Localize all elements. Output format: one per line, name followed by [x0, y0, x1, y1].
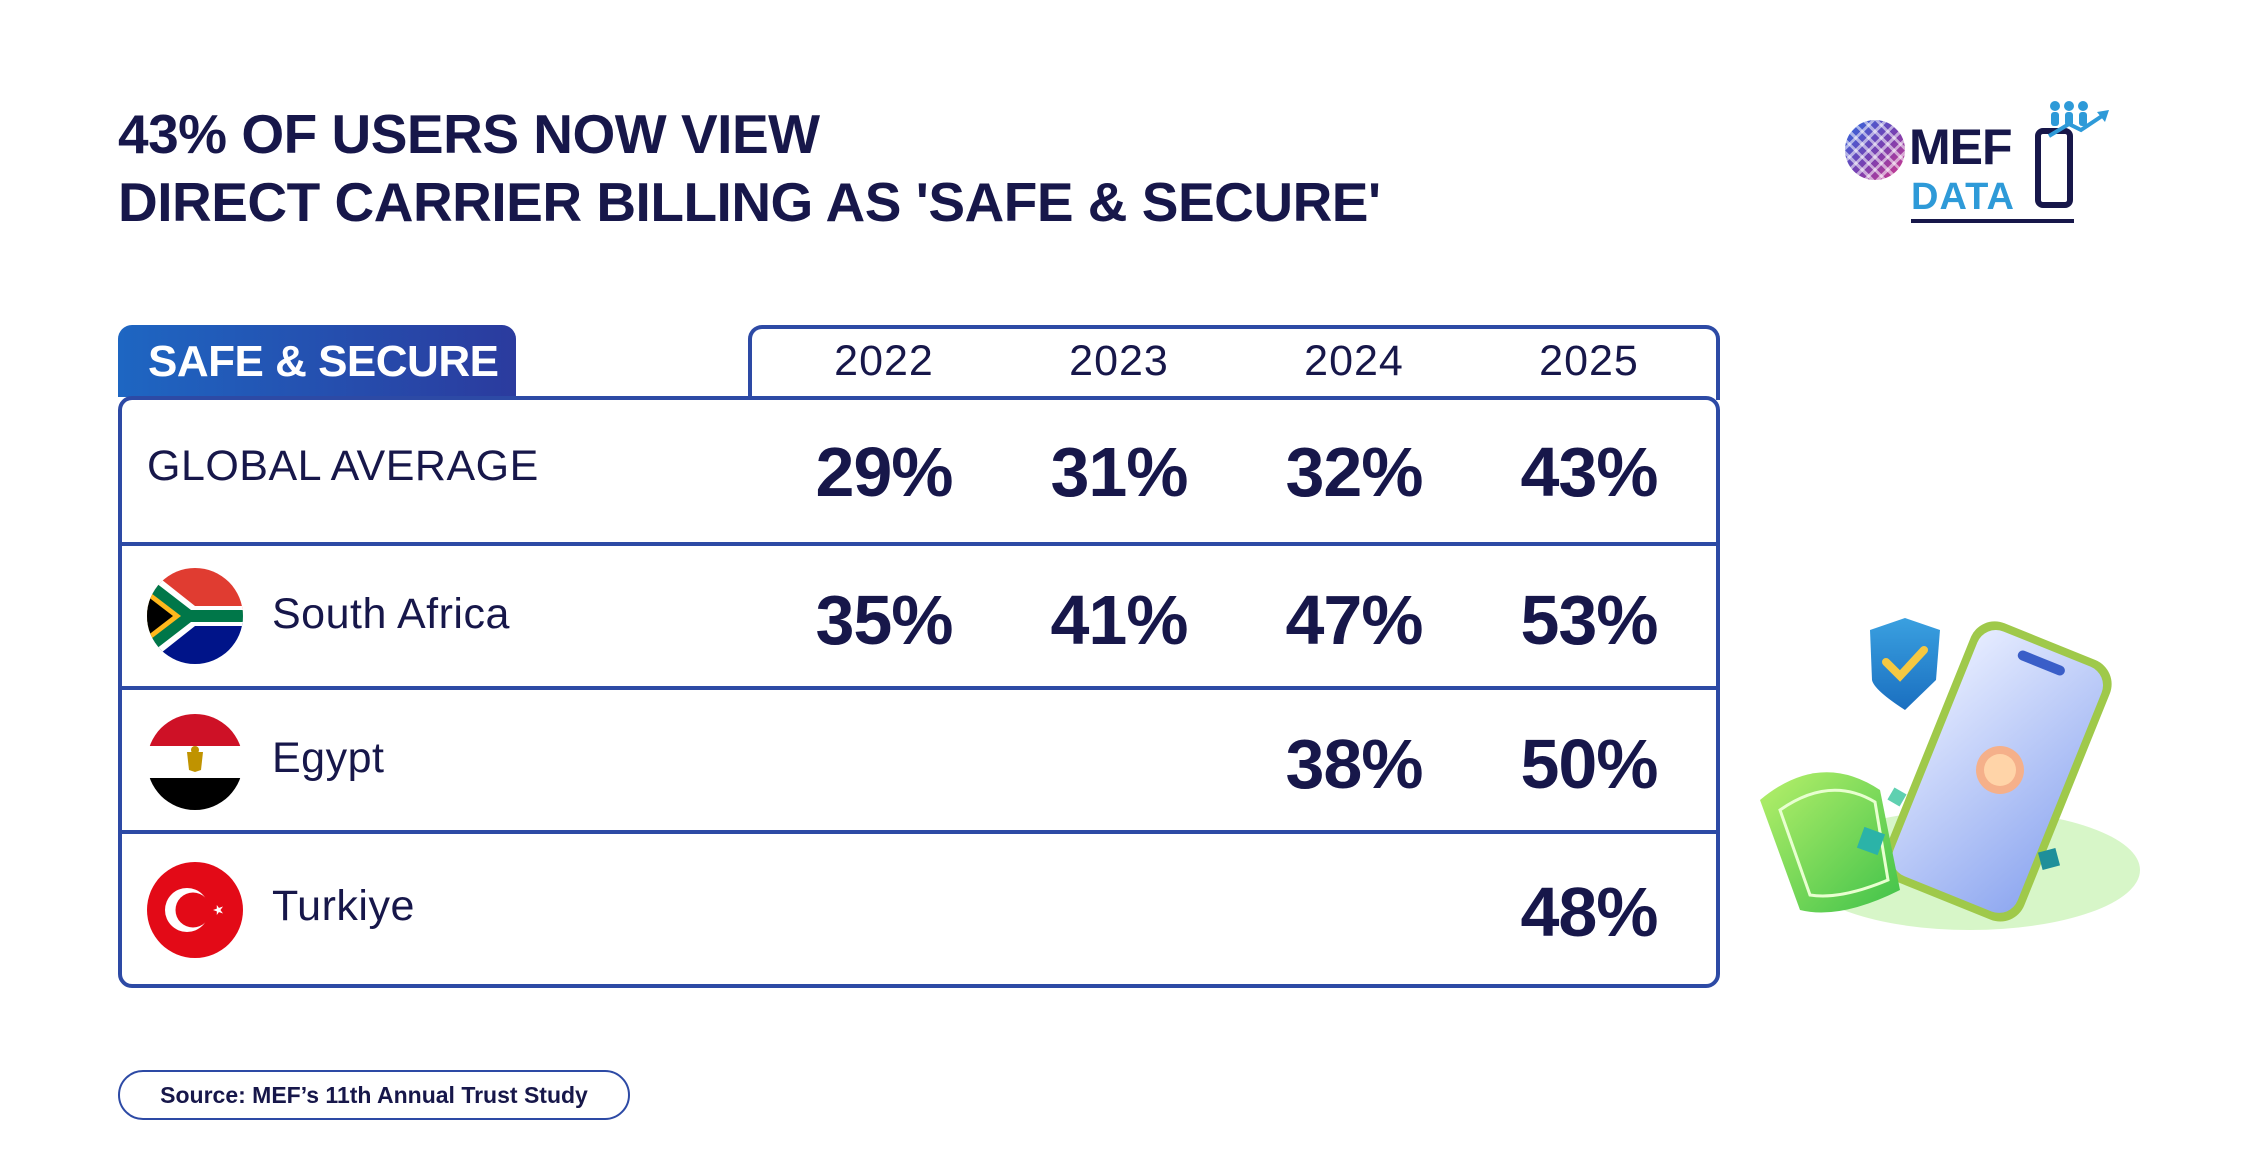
- mef-data-logo: MEF DATA: [1845, 98, 2109, 228]
- column-header-2024: 2024: [1304, 337, 1404, 385]
- people-growth-icon: [2047, 101, 2109, 138]
- year-header: [748, 325, 1720, 400]
- cell-global-2023: 31%: [1050, 433, 1188, 511]
- cell-south-africa-2024: 47%: [1285, 581, 1423, 659]
- row-label-global-average: GLOBAL AVERAGE: [147, 442, 539, 490]
- cell-egypt-2025: 50%: [1520, 725, 1658, 803]
- row-divider: [120, 686, 1718, 690]
- row-label-egypt: Egypt: [272, 734, 385, 782]
- logo-data-text: DATA: [1911, 176, 2015, 218]
- cell-global-2024: 32%: [1285, 433, 1423, 511]
- egypt-flag-icon: [147, 714, 243, 810]
- row-divider: [120, 830, 1718, 834]
- column-header-2023: 2023: [1069, 337, 1169, 385]
- title-line-2: DIRECT CARRIER BILLING AS 'SAFE & SECURE…: [118, 171, 1381, 233]
- logo-underline: [1911, 219, 2074, 223]
- cell-global-2022: 29%: [815, 433, 953, 511]
- cell-south-africa-2025: 53%: [1520, 581, 1658, 659]
- row-divider: [120, 542, 1718, 546]
- south-africa-flag-icon: [147, 568, 243, 664]
- column-header-2025: 2025: [1539, 337, 1639, 385]
- cell-south-africa-2022: 35%: [815, 581, 953, 659]
- cell-turkiye-2025: 48%: [1520, 873, 1658, 951]
- cell-global-2025: 43%: [1520, 433, 1658, 511]
- secure-phone-payment-illustration: [1760, 618, 2140, 930]
- globe-icon: [1845, 120, 1905, 180]
- title-line-1: 43% OF USERS NOW VIEW: [118, 103, 820, 165]
- row-label-south-africa: South Africa: [272, 590, 510, 638]
- cell-egypt-2024: 38%: [1285, 725, 1423, 803]
- safe-secure-label: SAFE & SECURE: [148, 337, 499, 386]
- data-table: [118, 396, 1720, 988]
- safe-secure-tab: SAFE & SECURE: [118, 325, 516, 397]
- column-header-2022: 2022: [834, 337, 934, 385]
- turkiye-flag-icon: [147, 862, 243, 958]
- logo-mef-text: MEF: [1909, 119, 2013, 175]
- page-title: 43% OF USERS NOW VIEW DIRECT CARRIER BIL…: [118, 100, 1381, 236]
- row-label-turkiye: Turkiye: [272, 882, 415, 930]
- source-note: Source: MEF’s 11th Annual Trust Study: [118, 1070, 630, 1120]
- cell-south-africa-2023: 41%: [1050, 581, 1188, 659]
